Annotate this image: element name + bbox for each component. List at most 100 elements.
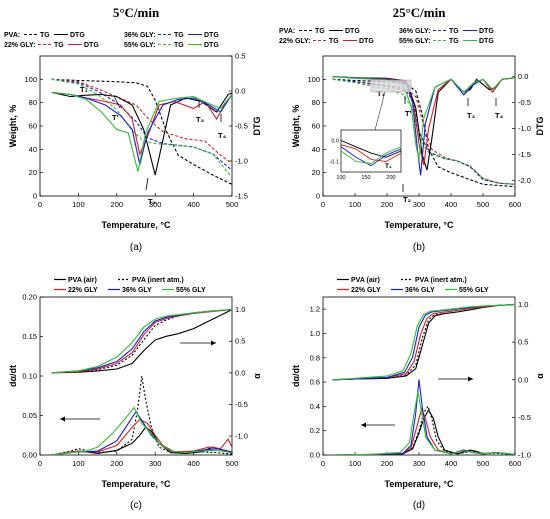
legend-group-label: PVA: bbox=[4, 32, 20, 39]
y-tick-label: 0.6 bbox=[310, 378, 320, 387]
y2-tick-label: 0.0 bbox=[235, 368, 245, 377]
inset-y-tick-label: -0.1 bbox=[330, 160, 339, 166]
plot-area-frame bbox=[39, 296, 233, 456]
series-line-tg-0 bbox=[51, 78, 232, 185]
y2-axis-label: α bbox=[535, 373, 545, 379]
x-axis-label: Temperature, °C bbox=[102, 220, 171, 230]
legend-group-label: 36% GLY: bbox=[124, 32, 156, 39]
y2-tick-label: -1.0 bbox=[235, 157, 248, 166]
series-line-tg-0 bbox=[332, 78, 515, 188]
inset-series-line bbox=[340, 140, 402, 158]
annotation-label: T₂ bbox=[403, 195, 411, 204]
legend-group-label: PVA: bbox=[279, 28, 295, 35]
x-axis-label: Temperature, °C bbox=[385, 479, 454, 489]
x-tick-label: 0 bbox=[38, 459, 42, 468]
y-tick-label: 40 bbox=[312, 145, 320, 154]
x-axis-label: Temperature, °C bbox=[102, 479, 171, 489]
y-tick-label: 0.00 bbox=[22, 451, 37, 460]
series-line-alpha-0 bbox=[51, 309, 232, 374]
y-tick-label: 1.2 bbox=[310, 305, 320, 314]
series-line-dtg-4 bbox=[51, 91, 232, 176]
chart-panel-d: 0 100 200 300 400 500 600 0.0 0.2 0.4 0.6 0.8 1.0 1.2… bbox=[275, 257, 550, 514]
y2-tick-label: -1.0 bbox=[235, 432, 248, 441]
chart-panel-b: 25°C/min 0 100 200 300 400 500 600 0 20 40 60 80 100 0… bbox=[275, 0, 550, 257]
legend-entry-label: PVA (air) bbox=[351, 277, 380, 284]
x-tick-label: 500 bbox=[477, 200, 490, 209]
y2-tick-label: -1.0 bbox=[518, 451, 531, 460]
annotation-label: T₃ bbox=[196, 115, 205, 124]
legend-entry-label: 55% GLY bbox=[459, 287, 489, 294]
series-line-rate-8 bbox=[332, 379, 515, 455]
legend-dtg-label: DTG bbox=[84, 42, 99, 49]
y-tick-label: 40 bbox=[29, 145, 37, 154]
axis-direction-arrowhead bbox=[468, 376, 473, 382]
y2-tick-label: -0.5 bbox=[235, 400, 248, 409]
series-line-rate-9 bbox=[51, 406, 232, 455]
inset-series-line bbox=[340, 146, 402, 165]
annotation-label: T₁ bbox=[377, 89, 385, 98]
legend-tg-label: TG bbox=[174, 42, 184, 49]
series-line-tg-2 bbox=[51, 78, 232, 171]
legend-group-label: 55% GLY: bbox=[399, 38, 431, 45]
annotation-label: T' bbox=[405, 109, 412, 118]
y2-tick-label: 0.0 bbox=[518, 375, 528, 384]
y-tick-label: 20 bbox=[312, 168, 320, 177]
legend-dtg-label: DTG bbox=[204, 32, 219, 39]
x-tick-label: 200 bbox=[111, 459, 124, 468]
y2-tick-label: 0.5 bbox=[235, 52, 245, 61]
axis-direction-arrowhead bbox=[60, 416, 65, 422]
inset-connector bbox=[374, 91, 386, 131]
series-line-tg-1 bbox=[332, 78, 515, 185]
series-line-rate-9 bbox=[332, 391, 515, 455]
y-axis-label: Weight, % bbox=[291, 105, 301, 148]
annotation-label: T₃ bbox=[467, 111, 476, 120]
x-tick-label: 400 bbox=[187, 200, 200, 209]
inset-series-line bbox=[340, 146, 402, 167]
series-line-alpha-2 bbox=[51, 309, 232, 374]
y2-tick-label: -0.5 bbox=[235, 122, 248, 131]
chart-c-svg: 0 100 200 300 400 500 0.00 0.05 0.10 0.15 0.20 1.0 0… bbox=[8, 277, 262, 511]
x-tick-label: 200 bbox=[111, 200, 124, 209]
y-tick-label: 0.15 bbox=[22, 332, 37, 341]
chart-b-svg: 25°C/min 0 100 200 300 400 500 600 0 20 40 60 80 100 0… bbox=[279, 5, 545, 253]
y-tick-label: 80 bbox=[312, 98, 320, 107]
x-tick-label: 300 bbox=[149, 459, 162, 468]
panel-label: (c) bbox=[130, 500, 142, 511]
x-tick-label: 0 bbox=[321, 459, 325, 468]
y-tick-label: 100 bbox=[24, 75, 37, 84]
legend-dtg-label: DTG bbox=[479, 28, 494, 35]
y2-tick-label: -0.5 bbox=[518, 413, 531, 422]
x-tick-label: 100 bbox=[72, 200, 85, 209]
series-line-dtg-7 bbox=[51, 91, 232, 172]
y2-tick-label: 0.5 bbox=[518, 338, 528, 347]
series-line-alpha-4 bbox=[51, 309, 232, 374]
x-tick-label: 500 bbox=[477, 459, 490, 468]
annotation-arrow bbox=[145, 177, 149, 191]
series-line-alpha-1 bbox=[51, 309, 232, 374]
series-line-rate-5 bbox=[332, 408, 515, 455]
x-tick-label: 600 bbox=[509, 459, 522, 468]
y-axis-label: dα/dt bbox=[8, 365, 18, 387]
plot-area-frame bbox=[39, 55, 233, 197]
annotation-label: T' bbox=[112, 113, 119, 122]
x-tick-label: 300 bbox=[413, 200, 426, 209]
inset-x-tick-label: 200 bbox=[386, 175, 395, 181]
y-tick-label: 20 bbox=[29, 168, 37, 177]
series-line-rate-6 bbox=[51, 375, 232, 455]
legend-tg-label: TG bbox=[40, 32, 50, 39]
inset-y-tick-label: 0.0 bbox=[331, 139, 339, 145]
y2-tick-label: 0.0 bbox=[235, 87, 245, 96]
x-tick-label: 400 bbox=[445, 459, 458, 468]
y-tick-label: 0.2 bbox=[310, 426, 320, 435]
chart-title: 5°C/min bbox=[113, 5, 160, 20]
y-tick-label: 0.20 bbox=[22, 293, 37, 302]
legend-dtg-label: DTG bbox=[70, 32, 85, 39]
legend-entry-label: 22% GLY bbox=[68, 287, 98, 294]
x-tick-label: 500 bbox=[226, 200, 239, 209]
legend-tg-label: TG bbox=[174, 32, 184, 39]
legend-entry-label: PVA (inert atm.) bbox=[132, 277, 184, 284]
annotation-arrow bbox=[113, 95, 121, 109]
annotation-label: T₄ bbox=[218, 131, 227, 140]
y-axis-label: Weight, % bbox=[8, 105, 18, 148]
plot-area-frame bbox=[322, 55, 516, 197]
